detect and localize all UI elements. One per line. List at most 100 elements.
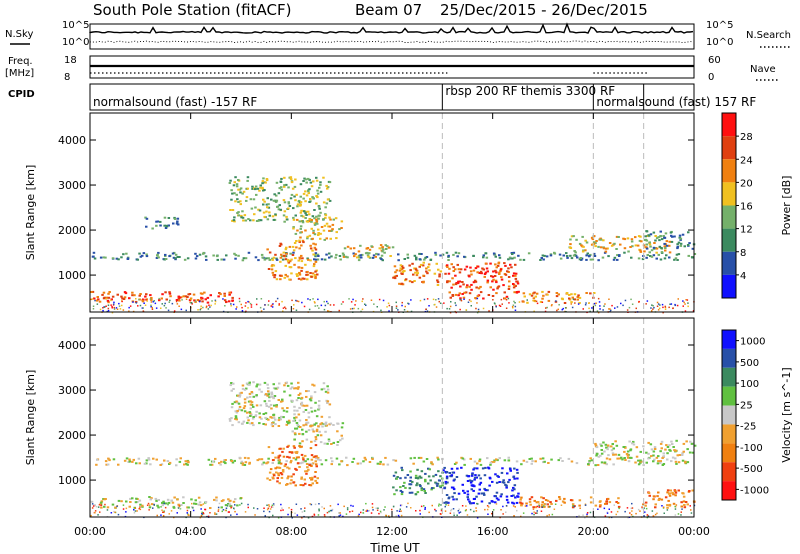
heatmap-cell [306,466,309,469]
heatmap-cell [272,199,276,202]
heatmap-cell [284,258,288,261]
heatmap-cell [573,293,577,296]
heatmap-cell [505,295,509,298]
heatmap-cell [444,482,448,485]
heatmap-cell [312,298,314,300]
heatmap-cell [239,187,243,190]
heatmap-cell [681,508,683,510]
heatmap-cell [651,304,653,306]
heatmap-cell [652,460,655,463]
heatmap-cell [674,508,677,510]
heatmap-cell [666,509,669,511]
heatmap-cell [251,187,254,190]
heatmap-cell [165,298,168,301]
nsky-tick-top-right: 10^5 [706,20,733,31]
heatmap-cell [370,299,373,301]
heatmap-cell [473,510,475,513]
heatmap-cell [133,509,135,511]
heatmap-cell [389,255,392,257]
heatmap-cell [305,472,308,475]
heatmap-cell [351,510,354,512]
heatmap-cell [211,300,213,302]
heatmap-cell [172,256,176,259]
heatmap-cell [228,182,232,184]
heatmap-cell [665,444,668,447]
heatmap-cell [286,275,289,278]
heatmap-cell [234,254,238,257]
heatmap-cell [657,236,660,239]
heatmap-cell [536,505,539,508]
heatmap-cell [126,257,130,260]
heatmap-cell [662,306,664,309]
heatmap-cell [538,505,540,507]
heatmap-cell [324,216,327,219]
heatmap-cell [459,308,461,311]
heatmap-cell [458,271,462,274]
heatmap-cell [503,262,506,265]
heatmap-cell [148,509,150,511]
heatmap-cell [309,244,312,247]
heatmap-cell [90,298,92,301]
heatmap-cell [411,281,414,284]
heatmap-cell [393,265,397,268]
heatmap-cell [206,296,210,299]
heatmap-cell [270,265,274,268]
heatmap-cell [328,216,331,219]
heatmap-cell [317,404,321,407]
heatmap-cell [141,307,144,309]
heatmap-cell [258,383,262,386]
heatmap-cell [495,491,499,494]
heatmap-cell [147,458,151,461]
heatmap-cell [622,304,624,307]
heatmap-cell [214,512,216,514]
heatmap-cell [202,306,204,309]
heatmap-cell [174,253,178,256]
heatmap-cell [403,270,406,272]
heatmap-cell [93,297,96,300]
heatmap-cell [664,308,667,310]
heatmap-cell [511,501,514,504]
heatmap-cell [315,176,318,179]
heatmap-cell [244,219,248,222]
heatmap-cell [243,464,247,466]
heatmap-cell [450,286,453,289]
heatmap-cell [234,416,238,419]
colorbar-tick-label: -1000 [740,485,769,496]
heatmap-cell [591,307,593,309]
heatmap-cell [447,504,450,506]
heatmap-cell [639,461,642,464]
heatmap-cell [233,459,236,462]
heatmap-cell [656,305,659,307]
heatmap-cell [602,309,604,311]
heatmap-cell [299,426,302,428]
heatmap-cell [194,300,197,303]
heatmap-cell [289,482,292,485]
heatmap-cell [438,275,441,278]
heatmap-cell [224,504,228,507]
heatmap-cell [108,291,111,293]
heatmap-cell [287,475,290,478]
heatmap-cell [645,256,648,259]
heatmap-cell [256,459,259,462]
heatmap-cell [324,304,327,307]
heatmap-cell [274,201,278,203]
heatmap-cell [414,474,418,477]
heatmap-cell [280,473,284,476]
heatmap-cell [266,197,269,200]
heatmap-cell [324,515,326,518]
heatmap-cell [182,502,185,504]
heatmap-cell [313,246,317,249]
heatmap-cell [155,458,158,461]
heatmap-cell [543,460,546,463]
heatmap-cell [653,458,656,461]
heatmap-cell [258,388,261,391]
heatmap-cell [454,302,456,304]
heatmap-cell [469,502,472,505]
heatmap-cell [572,235,575,238]
heatmap-cell [245,199,248,202]
heatmap-cell [328,510,330,513]
heatmap-cell [281,400,284,403]
heatmap-cell [578,258,582,261]
heatmap-cell [400,265,404,268]
heatmap-cell [467,498,470,501]
